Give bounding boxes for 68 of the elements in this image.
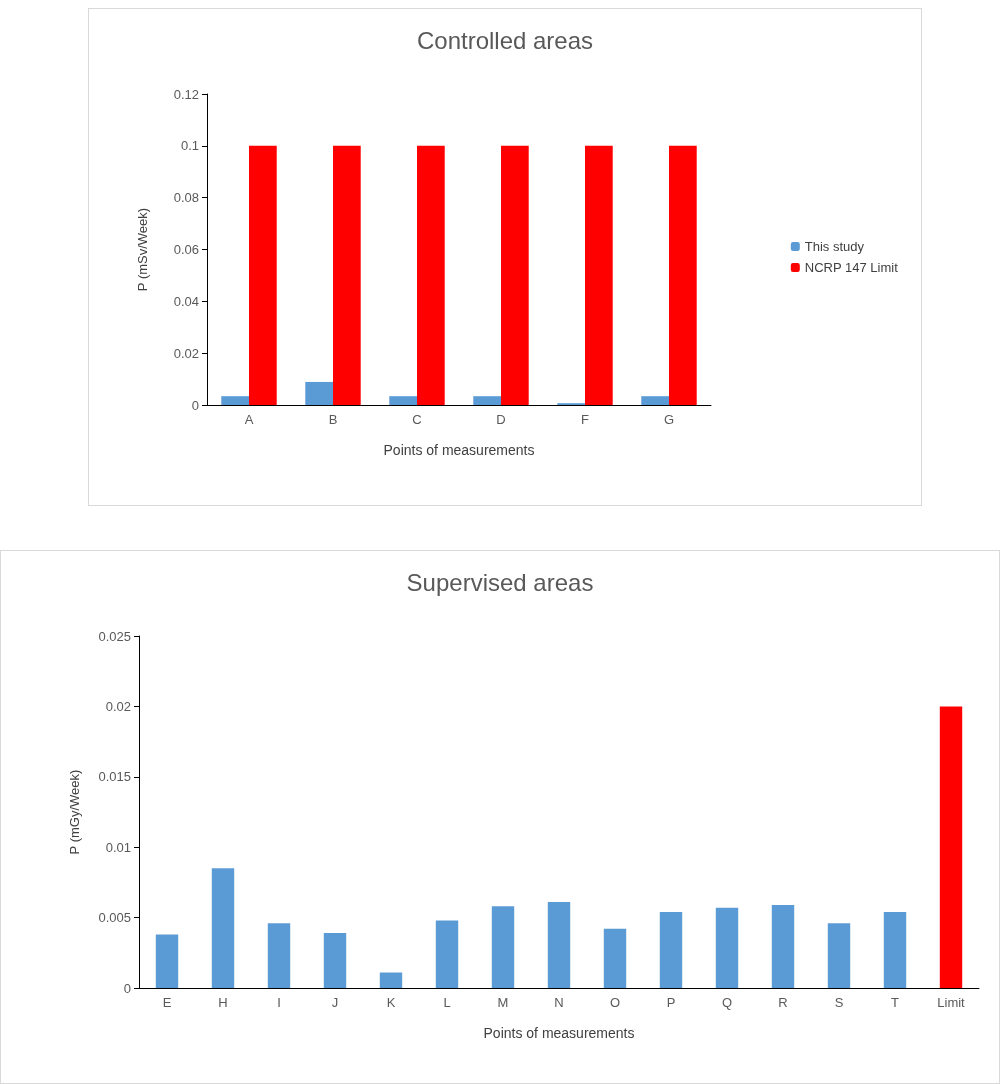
bar	[603, 928, 627, 988]
bar	[641, 396, 669, 405]
bar	[389, 396, 417, 405]
y-tick-label: 0.005	[98, 910, 131, 926]
bar	[585, 145, 613, 405]
legend-label: This study	[804, 239, 865, 254]
y-tick-label: 0.04	[173, 293, 199, 309]
x-tick-label: K	[386, 995, 396, 1010]
y-tick-label: 0.02	[173, 345, 199, 361]
bar	[333, 145, 361, 405]
bar	[417, 145, 445, 405]
bar	[669, 145, 697, 405]
bar	[827, 923, 851, 988]
x-tick-label: E	[162, 995, 172, 1010]
x-tick-label: A	[244, 412, 254, 427]
x-axis-title: Points of measurements	[483, 1025, 635, 1041]
y-tick-label: 0.12	[173, 86, 199, 102]
x-tick-label: I	[277, 995, 281, 1010]
x-tick-label: Limit	[937, 995, 966, 1010]
y-tick-label: 0.06	[173, 242, 199, 257]
x-tick-label: S	[834, 995, 844, 1010]
y-tick-label: 0	[191, 397, 199, 413]
chart-title: Supervised areas	[406, 568, 594, 596]
bar	[249, 145, 277, 405]
x-tick-label: P	[666, 995, 676, 1010]
bar	[435, 920, 459, 988]
y-tick-label: 0.01	[105, 839, 131, 855]
x-tick-label: R	[778, 995, 788, 1010]
bar	[715, 907, 739, 988]
chart-title: Controlled areas	[416, 26, 594, 54]
bar	[883, 911, 907, 988]
legend-label: NCRP 147 Limit	[804, 260, 899, 275]
bar	[323, 933, 347, 988]
bar	[221, 396, 249, 405]
bar	[211, 868, 235, 988]
y-axis-title: P (mGy/Week)	[67, 769, 82, 855]
x-tick-label: T	[891, 995, 900, 1010]
bar	[771, 904, 795, 988]
x-tick-label: O	[609, 995, 621, 1010]
bar	[155, 934, 179, 988]
x-tick-label: C	[412, 412, 422, 427]
x-axis-title: Points of measurements	[383, 442, 535, 458]
bar	[659, 911, 683, 988]
y-tick-label: 0.1	[180, 138, 199, 154]
y-tick-label: 0.02	[105, 698, 131, 714]
x-tick-label: H	[218, 995, 228, 1010]
bar	[939, 706, 963, 988]
y-tick-label: 0	[123, 980, 131, 996]
x-tick-label: G	[663, 412, 675, 427]
bar	[473, 396, 501, 405]
bar	[379, 972, 403, 988]
bar	[491, 906, 515, 988]
bar	[547, 902, 571, 988]
y-tick-label: 0.015	[98, 769, 131, 785]
x-tick-label: N	[554, 995, 564, 1010]
bar	[267, 923, 291, 988]
y-axis-title: P (mSv/Week)	[135, 207, 150, 292]
x-tick-label: D	[496, 412, 506, 427]
bar	[305, 381, 333, 405]
y-tick-label: 0.025	[98, 628, 131, 644]
x-tick-label: B	[328, 412, 338, 427]
x-tick-label: F	[581, 412, 590, 427]
x-tick-label: Q	[721, 995, 733, 1010]
x-tick-label: J	[331, 995, 339, 1010]
x-tick-label: M	[497, 995, 509, 1010]
y-tick-label: 0.08	[173, 190, 199, 206]
bar	[501, 145, 529, 405]
x-tick-label: L	[443, 995, 451, 1010]
